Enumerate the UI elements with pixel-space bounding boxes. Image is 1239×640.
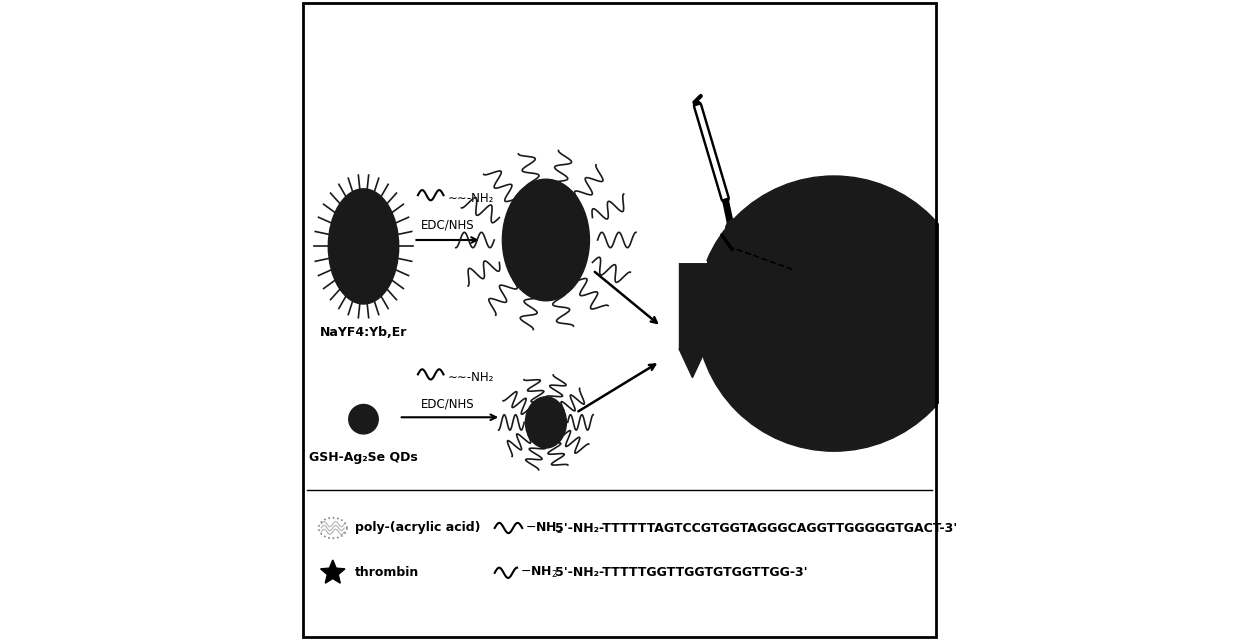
Ellipse shape [502, 179, 590, 301]
Text: $-$NH$_2$: $-$NH$_2$ [520, 565, 558, 580]
Text: poly-(acrylic acid): poly-(acrylic acid) [354, 522, 479, 534]
Text: 5'-NH₂-TTTTTTAGTCCGTGGTAGGGCAGGTTGGGGGTGACT-3': 5'-NH₂-TTTTTTAGTCCGTGGTAGGGCAGGTTGGGGGTG… [555, 522, 958, 534]
Text: 5'-NH₂-TTTTTGGTTGGTGTGGTTGG-3': 5'-NH₂-TTTTTGGTTGGTGTGGTTGG-3' [555, 566, 808, 579]
Text: ∼∼-NH₂: ∼∼-NH₂ [449, 371, 494, 384]
Polygon shape [321, 560, 344, 583]
Polygon shape [679, 262, 706, 349]
Circle shape [726, 219, 745, 238]
Text: EDC/NHS: EDC/NHS [421, 219, 475, 232]
Text: thrombin: thrombin [354, 566, 419, 579]
Ellipse shape [328, 189, 399, 304]
Polygon shape [679, 349, 706, 378]
Text: NaYF4:Yb,Er: NaYF4:Yb,Er [320, 326, 408, 339]
Text: ∼∼-NH₂: ∼∼-NH₂ [449, 192, 494, 205]
Ellipse shape [525, 397, 566, 448]
Circle shape [696, 176, 971, 451]
Text: $-$NH$_2$: $-$NH$_2$ [525, 520, 563, 536]
Text: sensitization: sensitization [826, 453, 906, 466]
Circle shape [349, 404, 378, 434]
Text: GSH-Ag₂Se QDs: GSH-Ag₂Se QDs [309, 451, 418, 464]
Text: EDC/NHS: EDC/NHS [421, 398, 475, 411]
